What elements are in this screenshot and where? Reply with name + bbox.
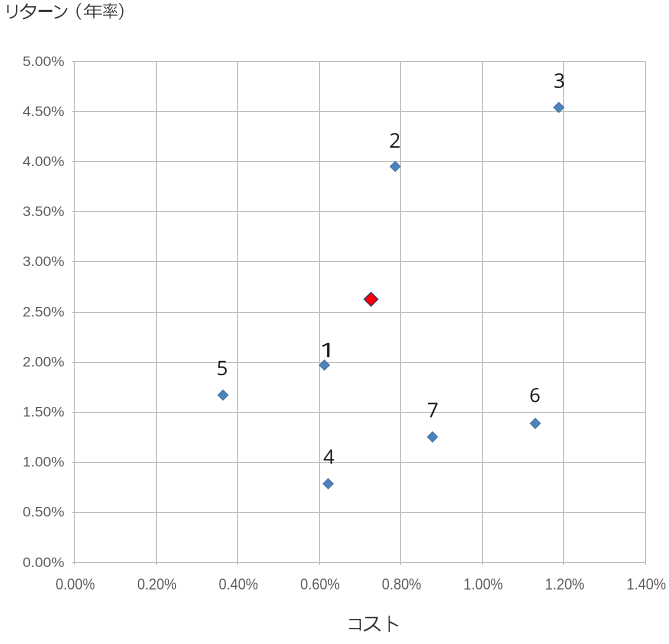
svg-text:3.50%: 3.50% xyxy=(23,203,65,219)
svg-text:0.50%: 0.50% xyxy=(23,504,65,520)
svg-text:4.50%: 4.50% xyxy=(23,103,65,119)
svg-text:2.00%: 2.00% xyxy=(23,353,65,369)
svg-text:0.40%: 0.40% xyxy=(219,577,259,594)
svg-text:5.00%: 5.00% xyxy=(23,53,65,69)
svg-text:2.50%: 2.50% xyxy=(23,303,65,319)
svg-text:4.00%: 4.00% xyxy=(23,153,65,169)
svg-text:3.00%: 3.00% xyxy=(23,253,65,269)
svg-text:0.20%: 0.20% xyxy=(137,577,177,594)
svg-text:1.40%: 1.40% xyxy=(627,577,667,594)
svg-text:1.00%: 1.00% xyxy=(23,454,65,470)
svg-text:0.00%: 0.00% xyxy=(56,577,96,594)
svg-text:0.80%: 0.80% xyxy=(382,577,422,594)
svg-text:1.50%: 1.50% xyxy=(23,404,65,420)
svg-text:0.60%: 0.60% xyxy=(300,577,340,594)
svg-text:0.00%: 0.00% xyxy=(23,554,65,570)
svg-text:1.00%: 1.00% xyxy=(464,577,504,594)
svg-text:1.20%: 1.20% xyxy=(545,577,585,594)
